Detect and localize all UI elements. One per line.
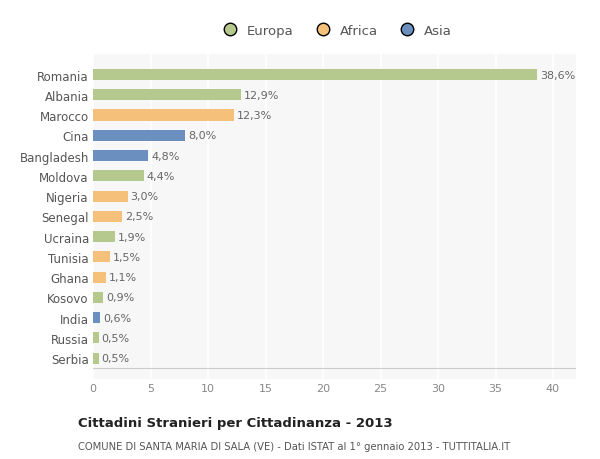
Bar [93, 110, 235, 121]
Bar [93, 171, 143, 182]
Text: 12,3%: 12,3% [238, 111, 272, 121]
Bar [93, 191, 128, 202]
Bar [93, 252, 110, 263]
Legend: Europa, Africa, Asia: Europa, Africa, Asia [211, 20, 458, 43]
Bar [93, 292, 103, 303]
Text: 38,6%: 38,6% [540, 70, 575, 80]
Text: 4,8%: 4,8% [151, 151, 179, 161]
Text: 12,9%: 12,9% [244, 90, 280, 101]
Bar [93, 70, 537, 81]
Bar [93, 151, 148, 162]
Bar [93, 90, 241, 101]
Bar [93, 333, 99, 344]
Text: Cittadini Stranieri per Cittadinanza - 2013: Cittadini Stranieri per Cittadinanza - 2… [78, 416, 392, 429]
Text: 3,0%: 3,0% [130, 192, 158, 202]
Text: COMUNE DI SANTA MARIA DI SALA (VE) - Dati ISTAT al 1° gennaio 2013 - TUTTITALIA.: COMUNE DI SANTA MARIA DI SALA (VE) - Dat… [78, 441, 510, 451]
Bar [93, 272, 106, 283]
Bar [93, 211, 122, 223]
Text: 8,0%: 8,0% [188, 131, 216, 141]
Bar [93, 231, 115, 243]
Text: 2,5%: 2,5% [125, 212, 153, 222]
Text: 0,5%: 0,5% [101, 353, 130, 364]
Text: 0,5%: 0,5% [101, 333, 130, 343]
Bar [93, 130, 185, 141]
Text: 4,4%: 4,4% [146, 172, 175, 181]
Text: 0,9%: 0,9% [106, 293, 134, 303]
Bar [93, 353, 99, 364]
Text: 1,1%: 1,1% [109, 273, 137, 283]
Text: 0,6%: 0,6% [103, 313, 131, 323]
Text: 1,5%: 1,5% [113, 252, 141, 262]
Text: 1,9%: 1,9% [118, 232, 146, 242]
Bar [93, 313, 100, 324]
